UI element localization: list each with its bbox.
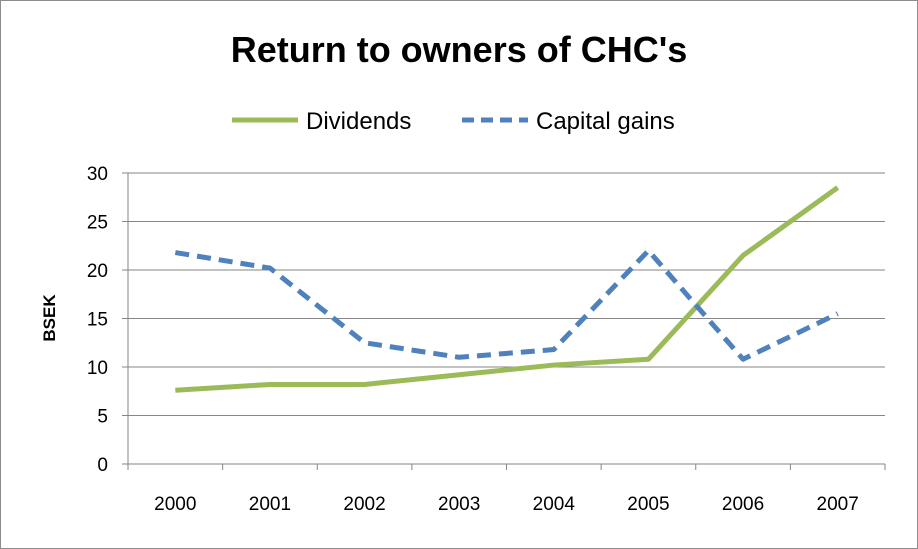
gridlines bbox=[128, 172, 885, 465]
series-line-dividends bbox=[175, 185, 840, 393]
y-tick-label-20: 20 bbox=[87, 261, 108, 282]
y-axis-ticks: 0 5 10 15 20 25 30 bbox=[87, 164, 129, 476]
legend-label-dividends: Dividends bbox=[306, 108, 411, 135]
y-tick-label-25: 25 bbox=[87, 213, 108, 234]
x-tick-label-2006: 2006 bbox=[722, 494, 764, 515]
legend: Dividends Capital gains bbox=[232, 108, 675, 135]
y-tick-label-30: 30 bbox=[87, 164, 108, 185]
series-line-capital-gains bbox=[174, 248, 839, 362]
series-lines bbox=[174, 185, 840, 393]
x-tick-label-2001: 2001 bbox=[249, 494, 291, 515]
legend-label-capital-gains: Capital gains bbox=[536, 108, 675, 135]
x-tick-label-2004: 2004 bbox=[533, 494, 576, 515]
x-tick-label-2007: 2007 bbox=[817, 494, 859, 515]
x-tick-label-2000: 2000 bbox=[154, 494, 196, 515]
y-tick-label-0: 0 bbox=[97, 455, 108, 476]
x-tick-label-2002: 2002 bbox=[343, 494, 385, 515]
y-axis-label: BSEK bbox=[40, 294, 59, 342]
x-tick-label-2003: 2003 bbox=[438, 494, 480, 515]
x-axis-ticks: 2000 2001 2002 2003 2004 2005 2006 2007 bbox=[127, 464, 886, 515]
y-tick-label-10: 10 bbox=[87, 358, 108, 379]
chart-title: Return to owners of CHC's bbox=[231, 29, 688, 70]
y-tick-label-5: 5 bbox=[97, 407, 108, 428]
y-tick-label-15: 15 bbox=[87, 310, 108, 331]
x-tick-label-2005: 2005 bbox=[627, 494, 669, 515]
